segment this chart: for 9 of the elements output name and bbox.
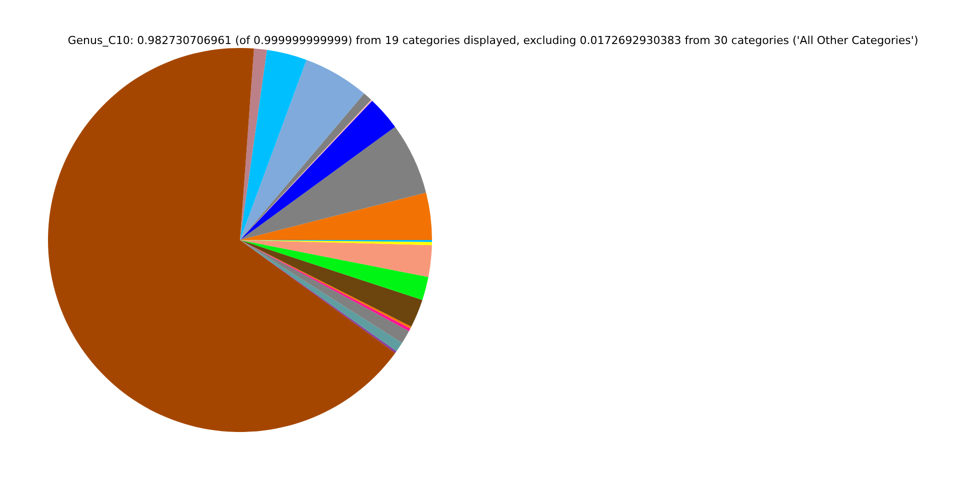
pie-slice: [240, 50, 307, 240]
pie-slice: [240, 240, 432, 278]
pie-slice: [240, 192, 432, 240]
text: Genus_C10: 0.982730706961 (of 0.999999999999) from 19 categories displayed, excluding 0.0172692930383 from 30 categories ('All Other Categories'): [68, 34, 918, 47]
pie-slice: [240, 60, 364, 240]
pie-slice: [240, 48, 267, 240]
pie-slice: [240, 100, 396, 240]
pie-slice: [48, 48, 396, 432]
pie-slice: [240, 240, 428, 300]
